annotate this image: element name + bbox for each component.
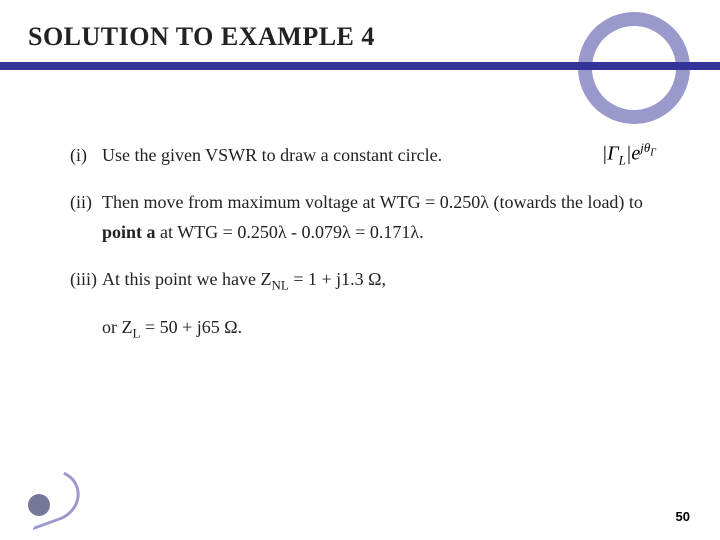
- step-text-part: Then move from maximum voltage at WTG = …: [102, 192, 643, 212]
- step-text-part: at WTG = 0.250λ - 0.079λ = 0.171λ.: [156, 222, 424, 242]
- step-text-part: or Z: [102, 317, 133, 337]
- content-body: (i) Use the given VSWR to draw a constan…: [70, 140, 670, 361]
- subscript: NL: [271, 277, 288, 292]
- page-number: 50: [676, 509, 690, 524]
- step-marker: (iii): [70, 264, 97, 295]
- step-text: Use the given VSWR to draw a constant ci…: [102, 145, 442, 165]
- step-marker: (i): [70, 140, 87, 171]
- step-text-part: = 50 + j65 Ω.: [140, 317, 242, 337]
- header-bar: [0, 62, 720, 70]
- page-title: SOLUTION TO EXAMPLE 4: [28, 22, 375, 52]
- step-text-bold: point a: [102, 222, 156, 242]
- slide-template-logo: [22, 470, 80, 522]
- logo-arc-icon: [15, 462, 87, 531]
- step-iii: (iii) At this point we have ZNL = 1 + j1…: [70, 264, 670, 297]
- step-text-part: = 1 + j1.3 Ω,: [289, 269, 386, 289]
- step-text-part: At this point we have Z: [102, 269, 271, 289]
- step-iii-cont: or ZL = 50 + j65 Ω.: [70, 312, 670, 345]
- step-marker: (ii): [70, 187, 92, 218]
- step-i: (i) Use the given VSWR to draw a constan…: [70, 140, 670, 171]
- step-ii: (ii) Then move from maximum voltage at W…: [70, 187, 670, 248]
